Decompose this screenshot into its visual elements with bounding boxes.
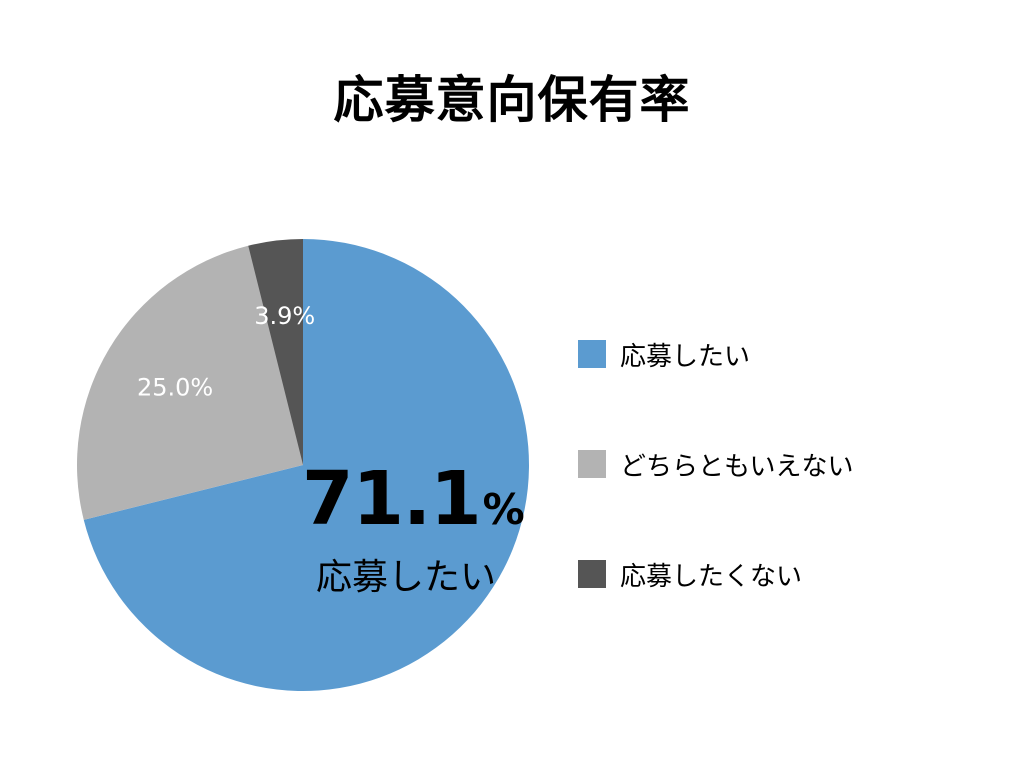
chart-title: 応募意向保有率 [333,71,691,129]
legend-item-2: 応募したくない [578,554,802,594]
pie-slice-1 [77,245,303,520]
highlight-unit: % [482,485,525,534]
legend-label-1: どちらともいえない [620,451,854,482]
legend-item-1: どちらともいえない [578,444,853,484]
slice-value-label-1: 25.0% [137,373,213,401]
legend-swatch-0 [578,340,606,368]
highlight-number: 71.1 [302,456,482,542]
slice-value-label-2: 3.9% [254,302,315,330]
pie-slice-2 [248,239,303,465]
highlight-value: 71.1% [302,456,525,542]
legend-label-2: 応募したくない [620,561,803,592]
highlight-label: 応募したい [316,557,497,598]
legend-swatch-2 [578,560,606,588]
legend-label-0: 応募したい [620,341,751,372]
legend-swatch-1 [578,450,606,478]
pie-slice-0 [83,239,529,692]
legend-item-0: 応募したい [578,334,750,374]
